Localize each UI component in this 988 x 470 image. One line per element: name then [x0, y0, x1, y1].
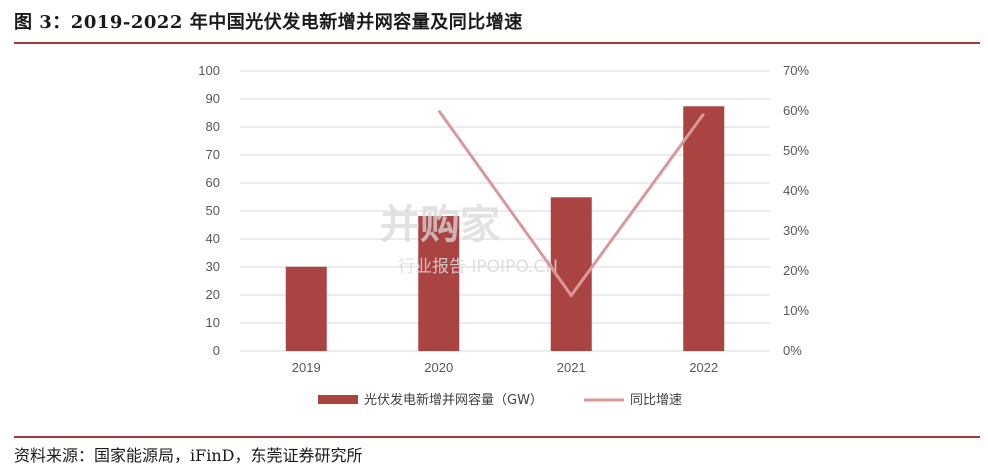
bar-2019: [285, 266, 327, 351]
line-series: [437, 109, 705, 298]
gridlines: [240, 70, 770, 352]
right-tick-label: 10%: [783, 303, 809, 318]
left-tick-label: 70: [206, 147, 220, 162]
watermark: 并购家 行业报告 IPOIPO.CN: [380, 202, 558, 277]
right-tick-label: 60%: [783, 103, 809, 118]
figure-title: 图 3：2019-2022 年中国光伏发电新增并网容量及同比增速: [14, 12, 523, 33]
x-tick-label: 2022: [689, 360, 718, 375]
bar-series: [285, 106, 725, 351]
left-tick-label: 100: [198, 63, 220, 78]
left-tick-label: 40: [206, 231, 220, 246]
right-tick-label: 20%: [783, 263, 809, 278]
top-rule: [14, 42, 980, 44]
bar-2020: [418, 216, 460, 351]
right-axis-ticks: 0% 10% 20% 30% 40% 50% 60% 70%: [783, 63, 809, 358]
left-tick-label: 50: [206, 203, 220, 218]
left-tick-label: 80: [206, 119, 220, 134]
x-tick-label: 2021: [557, 360, 586, 375]
left-tick-label: 20: [206, 287, 220, 302]
left-tick-label: 30: [206, 259, 220, 274]
legend-bar-label: 光伏发电新增并网容量（GW）: [364, 392, 543, 408]
x-axis-ticks: 2019 2020 2021 2022: [292, 360, 718, 375]
right-tick-label: 0%: [783, 343, 802, 358]
left-tick-label: 10: [206, 315, 220, 330]
left-tick-label: 0: [213, 343, 220, 358]
bar-2022: [683, 106, 725, 351]
right-tick-label: 30%: [783, 223, 809, 238]
bottom-rule: [14, 436, 980, 438]
x-tick-label: 2019: [292, 360, 321, 375]
left-tick-label: 90: [206, 91, 220, 106]
watermark-line-1: 并购家: [380, 202, 500, 248]
right-tick-label: 40%: [783, 183, 809, 198]
watermark-line-2: 行业报告 IPOIPO.CN: [398, 257, 558, 277]
x-tick-label: 2020: [424, 360, 453, 375]
right-tick-label: 70%: [783, 63, 809, 78]
legend: 光伏发电新增并网容量（GW） 同比增速: [318, 392, 682, 408]
left-tick-label: 60: [206, 175, 220, 190]
legend-bar-swatch: [318, 395, 358, 404]
left-axis-ticks: 0 10 20 30 40 50 60 70 80 90 100: [198, 63, 220, 358]
right-tick-label: 50%: [783, 143, 809, 158]
legend-line-label: 同比增速: [630, 393, 682, 408]
source-note: 资料来源：国家能源局，iFinD，东莞证券研究所: [14, 446, 363, 465]
